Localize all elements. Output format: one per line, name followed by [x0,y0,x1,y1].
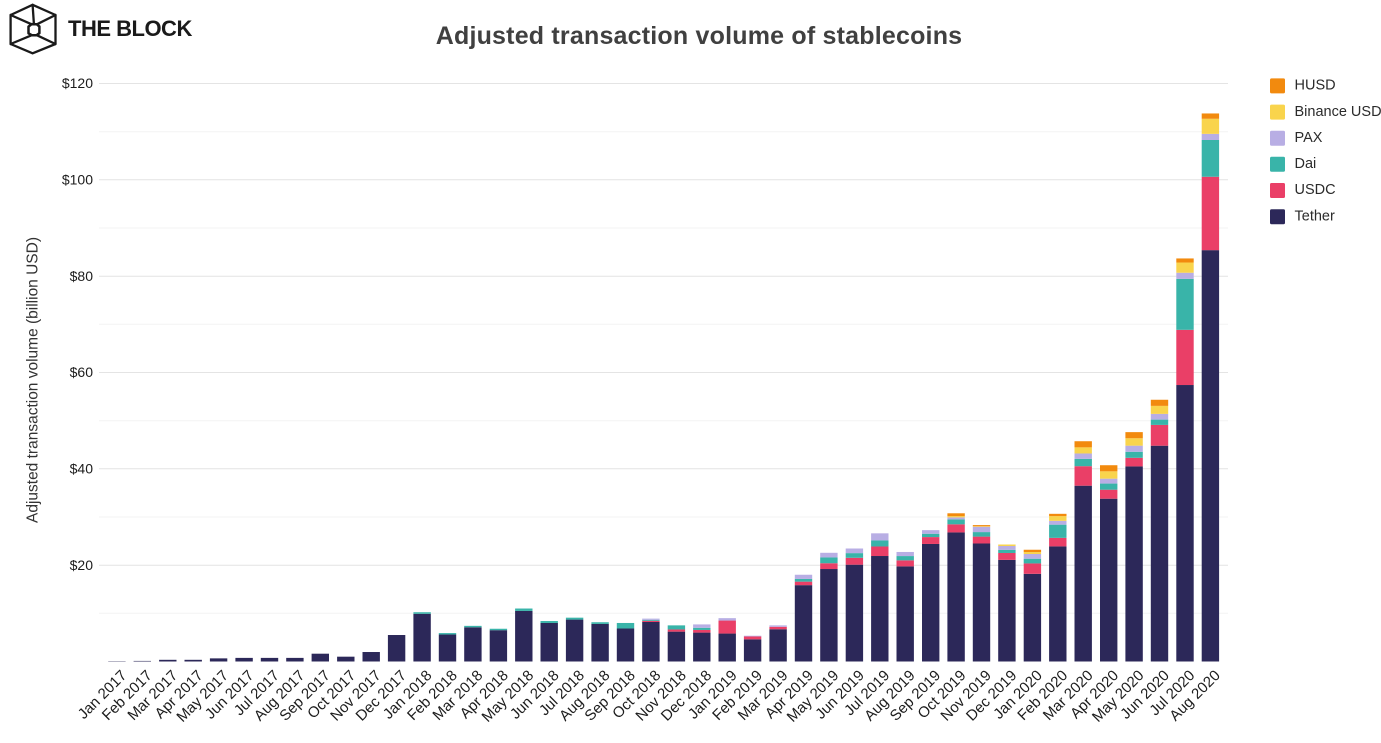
svg-text:$100: $100 [62,172,93,188]
svg-text:PAX: PAX [1295,130,1323,146]
svg-text:Dai: Dai [1295,156,1317,172]
svg-text:Binance USD: Binance USD [1295,104,1381,120]
svg-text:$120: $120 [62,75,93,91]
svg-text:Adjusted transaction volume (b: Adjusted transaction volume (billion USD… [25,237,42,523]
svg-text:$80: $80 [70,268,94,284]
svg-text:$40: $40 [70,461,94,477]
svg-text:USDC: USDC [1295,182,1336,198]
svg-text:HUSD: HUSD [1295,78,1336,94]
svg-text:$20: $20 [70,557,94,573]
svg-text:$60: $60 [70,364,94,380]
svg-text:Tether: Tether [1295,208,1335,224]
